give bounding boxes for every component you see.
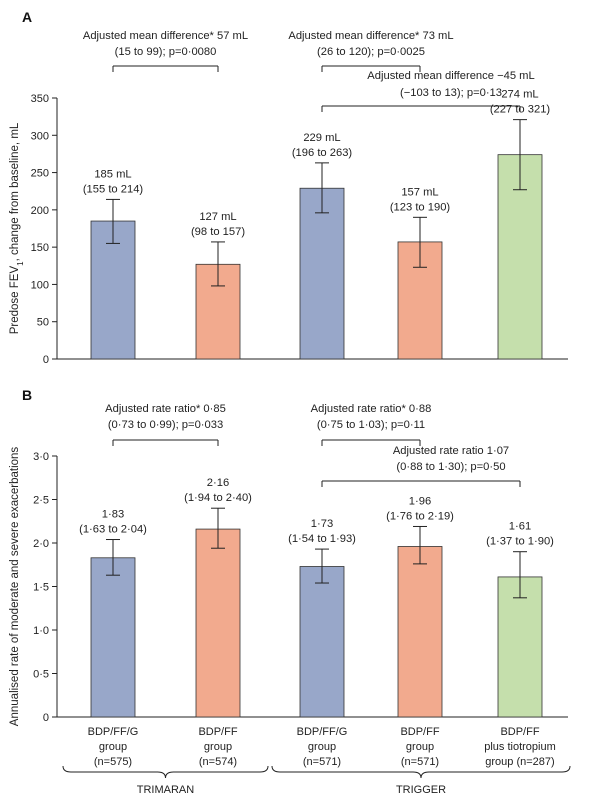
data-label-ci: (155 to 214) xyxy=(83,183,144,195)
bar xyxy=(497,576,543,718)
x-category-label: (n=571) xyxy=(401,756,439,768)
data-label-value: 157 mL xyxy=(401,186,438,198)
x-category-label: BDP/FF/G xyxy=(88,726,139,738)
study-brace xyxy=(62,765,269,779)
comparison-label: Adjusted mean difference* 73 mL xyxy=(288,30,453,42)
comparison-label: Adjusted rate ratio* 0·88 xyxy=(311,403,432,415)
y-tick-label: 300 xyxy=(31,130,49,142)
data-label-ci: (123 to 190) xyxy=(390,201,451,213)
y-tick-label: 50 xyxy=(37,317,49,329)
y-tick-label: 1·5 xyxy=(33,582,49,594)
data-label-value: 1·73 xyxy=(311,518,333,530)
y-tick-label: 3·0 xyxy=(33,451,49,463)
y-tick-label: 200 xyxy=(31,205,49,217)
study-brace xyxy=(271,765,571,779)
comparison-label: Adjusted mean difference −45 mL xyxy=(367,70,534,82)
y-tick-label: 350 xyxy=(31,93,49,105)
x-category-label: plus tiotropium xyxy=(484,741,556,753)
comparison-label: Adjusted rate ratio 1·07 xyxy=(393,445,509,457)
y-tick-label: 250 xyxy=(31,168,49,180)
data-label-value: 127 mL xyxy=(199,211,236,223)
bar xyxy=(195,528,241,718)
x-category-label: BDP/FF xyxy=(500,726,539,738)
panel-label: A xyxy=(22,9,32,25)
bar xyxy=(299,566,345,718)
x-category-label: (n=571) xyxy=(303,756,341,768)
comparison-label: Adjusted rate ratio* 0·85 xyxy=(105,403,226,415)
x-category-label: BDP/FF/G xyxy=(297,726,348,738)
data-label-value: 1·61 xyxy=(509,521,531,533)
x-category-label: (n=575) xyxy=(94,756,132,768)
y-tick-label: 2·5 xyxy=(33,495,49,507)
data-label-value: 274 mL xyxy=(501,89,538,101)
x-category-label: BDP/FF xyxy=(400,726,439,738)
data-label-value: 2·16 xyxy=(207,477,229,489)
comparison-ci: (0·73 to 0·99); p=0·033 xyxy=(108,419,223,431)
data-label-ci: (98 to 157) xyxy=(191,226,245,238)
data-label-ci: (1·94 to 2·40) xyxy=(184,492,252,504)
bar xyxy=(90,557,136,718)
x-category-label: group xyxy=(204,741,232,753)
x-category-label: BDP/FF xyxy=(198,726,237,738)
data-label-ci: (1·76 to 2·19) xyxy=(386,510,454,522)
y-axis-label: Annualised rate of moderate and severe e… xyxy=(9,447,21,727)
data-label-ci: (196 to 263) xyxy=(292,147,353,159)
comparison-ci: (26 to 120); p=0·0025 xyxy=(317,46,425,58)
x-category-label: (n=574) xyxy=(199,756,237,768)
data-label-value: 229 mL xyxy=(303,132,340,144)
y-tick-label: 1·0 xyxy=(33,625,49,637)
bar xyxy=(397,546,443,718)
comparison-ci: (0·75 to 1·03); p=0·11 xyxy=(317,419,425,431)
x-category-label: group xyxy=(308,741,336,753)
comparison-ci: (−103 to 13); p=0·13 xyxy=(400,87,502,99)
study-label: TRIGGER xyxy=(396,784,446,796)
y-tick-label: 0 xyxy=(43,712,49,724)
data-label-ci: (1·37 to 1·90) xyxy=(486,536,554,548)
y-axis-label: Predose FEV1, change from baseline, mL xyxy=(9,122,25,334)
x-category-label: group xyxy=(406,741,434,753)
comparison-ci: (0·88 to 1·30); p=0·50 xyxy=(396,461,505,473)
data-label-value: 1·83 xyxy=(102,509,124,521)
data-label-ci: (1·63 to 2·04) xyxy=(79,524,147,536)
data-label-value: 185 mL xyxy=(94,168,131,180)
y-tick-label: 100 xyxy=(31,279,49,291)
x-category-label: group xyxy=(99,741,127,753)
y-tick-label: 150 xyxy=(31,242,49,254)
panel-label: B xyxy=(22,387,32,403)
comparison-label: Adjusted mean difference* 57 mL xyxy=(83,30,248,42)
data-label-value: 1·96 xyxy=(409,495,431,507)
x-category-label: group (n=287) xyxy=(485,756,554,768)
data-label-ci: (1·54 to 1·93) xyxy=(288,533,356,545)
bar xyxy=(299,187,345,360)
study-label: TRIMARAN xyxy=(137,784,195,796)
y-tick-label: 2·0 xyxy=(33,538,49,550)
y-tick-label: 0 xyxy=(43,354,49,366)
y-tick-label: 0·5 xyxy=(33,669,49,681)
comparison-ci: (15 to 99); p=0·0080 xyxy=(115,46,217,58)
